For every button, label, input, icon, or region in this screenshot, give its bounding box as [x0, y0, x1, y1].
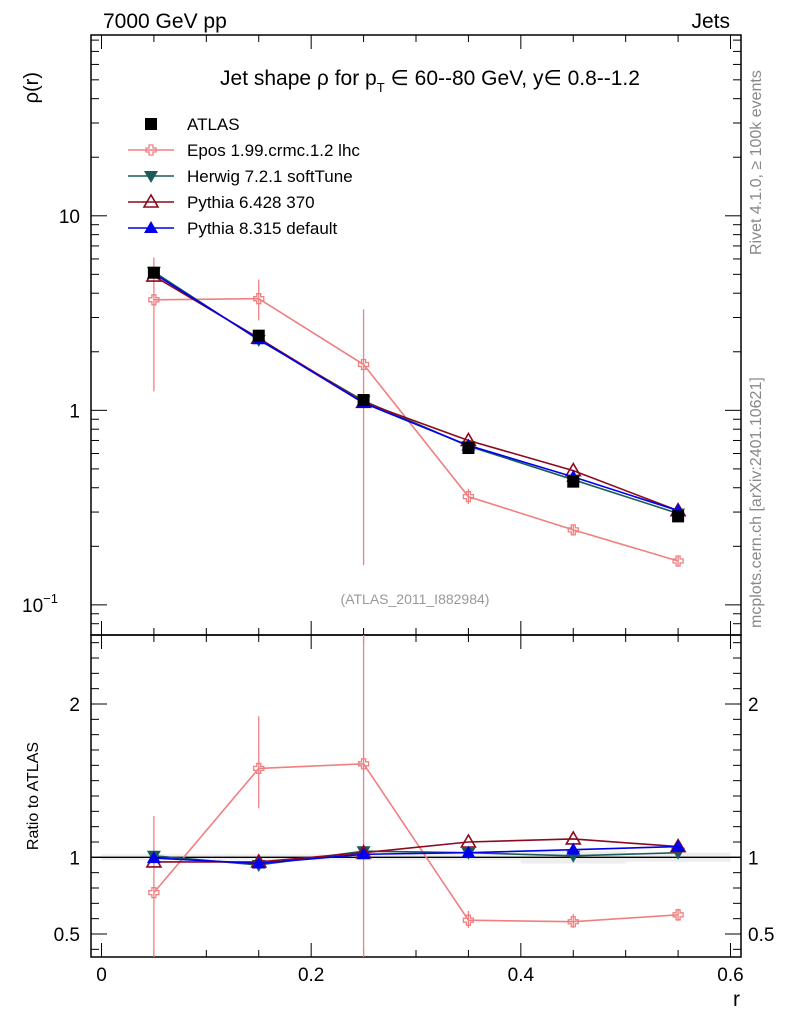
series-line	[153, 275, 679, 512]
main-panel-ticks	[91, 35, 741, 636]
x-tick-labels: 0 0.2 0.4 0.6	[96, 965, 744, 986]
energy-label: 7000 GeV pp	[103, 10, 227, 33]
ratio-series-group	[91, 635, 741, 957]
ratio-point	[146, 851, 161, 864]
main-y-axis-label: ρ(r)	[21, 72, 43, 103]
data-point	[672, 510, 685, 523]
ratio-y-tick-label: 1	[69, 848, 80, 869]
series-epos-1-99-crmc-1-2-lhc	[148, 257, 684, 567]
ratio-point	[567, 916, 579, 928]
ratio-point	[671, 839, 686, 852]
rivet-version-label: Rivet 4.1.0, ≥ 100k events	[748, 70, 765, 255]
data-point	[462, 442, 475, 455]
data-point	[567, 475, 580, 488]
x-tick-label: 0.6	[717, 965, 743, 986]
ratio-y-tick-label: 2	[69, 695, 80, 716]
data-point	[672, 555, 684, 567]
data-point	[462, 490, 475, 503]
legend-label: Pythia 6.428 370	[187, 193, 315, 212]
mcplots-label: mcplots.cern.ch [arXiv:2401.10621]	[748, 377, 765, 628]
legend-item-epos-1-99-crmc-1-2-lhc: Epos 1.99.crmc.1.2 lhc	[128, 141, 360, 160]
y-tick-label-base: 10	[22, 596, 43, 617]
data-point	[147, 266, 160, 279]
legend-marker	[145, 118, 157, 130]
legend-marker	[145, 144, 157, 156]
data-point	[253, 293, 265, 305]
x-axis-label: r	[733, 988, 740, 1011]
data-point	[357, 394, 370, 407]
ratio-panel: 0.5 0.5 1 1 2 2 0 0.2 0.4 0.6 Ratio to ATLAS r	[25, 634, 775, 1011]
ratio-point	[460, 833, 477, 848]
chart-title-subscript: T	[377, 80, 385, 95]
x-tick-label: 0	[96, 965, 107, 986]
data-point	[357, 358, 370, 371]
y-tick-label: 10	[59, 207, 80, 228]
ratio-point	[672, 909, 684, 921]
y-tick-label: 10−1	[22, 591, 58, 617]
ratio-y-tick-label-right: 1	[748, 848, 759, 869]
chart-title: Jet shape ρ for pT ∈ 60--80 GeV, y∈ 0.8-…	[220, 67, 640, 95]
series-line	[153, 272, 679, 512]
ratio-point	[148, 886, 160, 899]
ratio-point	[564, 830, 582, 845]
chart-title-suffix: ∈ 60--80 GeV, y∈ 0.8--1.2	[385, 67, 640, 90]
ratio-point	[566, 842, 581, 855]
series-atlas	[147, 266, 685, 523]
ratio-point	[253, 762, 265, 775]
series-line	[153, 297, 679, 562]
legend-item-atlas: ATLAS	[145, 115, 240, 134]
data-point	[252, 329, 265, 342]
ratio-y-axis-label: Ratio to ATLAS	[25, 742, 42, 850]
ratio-line	[153, 845, 679, 865]
ratio-line	[153, 762, 679, 923]
ratio-line	[153, 850, 679, 866]
analysis-watermark: (ATLAS_2011_I882984)	[341, 591, 490, 607]
ratio-series-epos-1-99-crmc-1-2-lhc	[148, 635, 684, 957]
ratio-series-pythia-8-315-default	[146, 839, 686, 869]
ratio-panel-frame	[90, 634, 742, 958]
x-tick-label: 0.4	[508, 965, 535, 986]
series-pythia-6-428-370	[145, 267, 687, 517]
legend-marker	[144, 221, 158, 233]
ratio-point	[251, 856, 266, 869]
main-series-group	[145, 257, 687, 567]
legend: ATLAS Epos 1.99.crmc.1.2 lhc Herwig 7.2.1 …	[128, 115, 360, 238]
legend-item-pythia-6-428-370: Pythia 6.428 370	[128, 193, 315, 212]
legend-item-pythia-8-315-default: Pythia 8.315 default	[128, 219, 338, 238]
ratio-panel-ticks	[91, 635, 741, 957]
data-point	[148, 294, 160, 306]
ratio-y-tick-label-right: 2	[748, 695, 759, 716]
ratio-point	[356, 847, 371, 860]
series-line	[153, 271, 679, 515]
y-tick-label: 1	[69, 401, 80, 422]
legend-label: Pythia 8.315 default	[187, 219, 338, 238]
x-tick-label: 0.2	[298, 965, 324, 986]
legend-label: ATLAS	[187, 115, 240, 134]
category-label: Jets	[691, 10, 730, 33]
ratio-point	[357, 758, 370, 770]
series-pythia-8-315-default	[146, 266, 686, 516]
ratio-y-tick-label: 0.5	[54, 925, 80, 946]
legend-marker	[144, 171, 158, 183]
legend-label: Epos 1.99.crmc.1.2 lhc	[187, 141, 360, 160]
ratio-point	[461, 845, 476, 858]
ratio-y-tick-labels: 0.5 0.5 1 1 2 2	[54, 695, 775, 946]
ratio-y-tick-label-right: 0.5	[748, 925, 774, 946]
legend-label: Herwig 7.2.1 softTune	[187, 167, 353, 186]
y-tick-label-exponent: −1	[43, 591, 58, 606]
legend-marker	[142, 193, 160, 208]
data-point	[567, 524, 579, 536]
ratio-point	[462, 914, 475, 926]
chart-title-prefix: Jet shape ρ for p	[220, 67, 377, 90]
legend-item-herwig-7-2-1-softtune: Herwig 7.2.1 softTune	[128, 167, 353, 186]
